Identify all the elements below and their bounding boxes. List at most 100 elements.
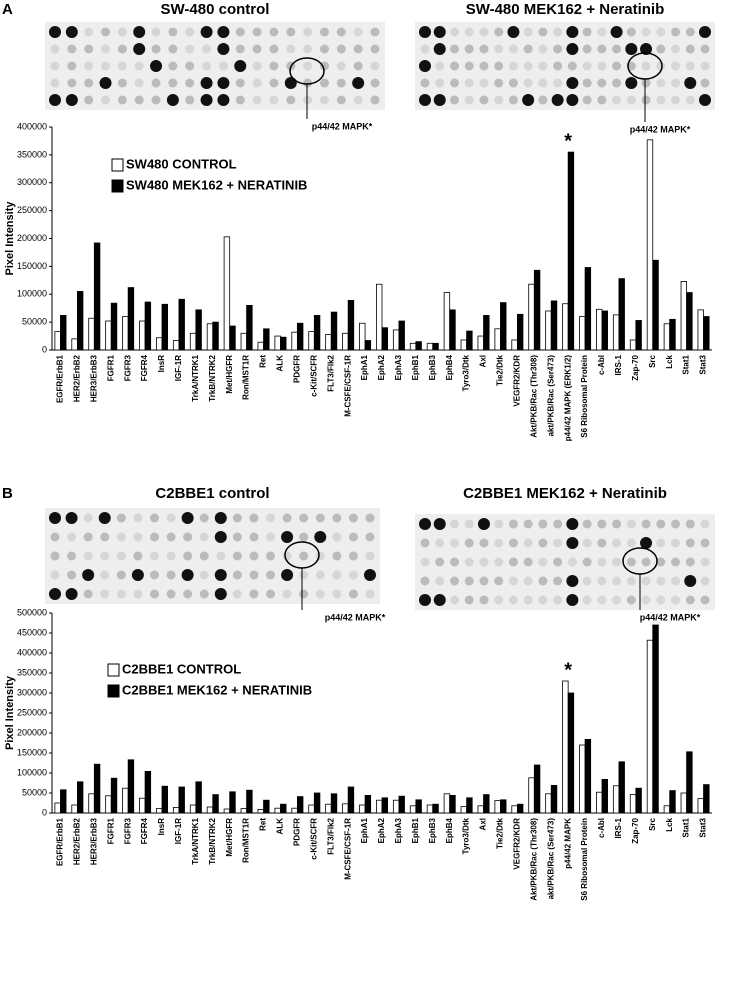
blot-spot <box>538 538 548 548</box>
blot-spot <box>315 570 325 580</box>
x-tick-label: Ret <box>259 355 268 368</box>
blot-spot <box>134 61 144 71</box>
bar <box>392 799 400 814</box>
blot-spot <box>566 43 579 55</box>
bar <box>392 329 400 351</box>
blot-spot <box>185 27 195 37</box>
blot-spot <box>65 94 78 106</box>
blot-spot <box>217 94 230 106</box>
x-tick-label: Src <box>648 354 657 367</box>
blot-spot <box>508 538 518 548</box>
bar <box>409 805 417 814</box>
blot-spot <box>612 576 622 586</box>
blot-spot <box>117 44 127 54</box>
blot-spot <box>538 27 548 37</box>
blot-spot <box>365 532 375 542</box>
blot-spot <box>419 60 431 72</box>
x-tick-label: EphA2 <box>377 817 386 843</box>
blot-spot <box>641 27 651 37</box>
blot-spot <box>433 26 446 38</box>
blot-spot <box>50 44 60 54</box>
blot-spot <box>449 538 459 548</box>
blot-spot <box>656 576 666 586</box>
blot-spot <box>217 77 230 89</box>
bar <box>511 805 518 814</box>
blot-spot <box>252 61 262 71</box>
bar <box>545 310 552 351</box>
blot-spot <box>65 588 78 600</box>
blot-spot <box>232 513 242 523</box>
blot-spot <box>479 595 489 605</box>
blot-spot <box>216 551 226 561</box>
x-tick-label: HER3/ErbB3 <box>89 817 98 865</box>
blot-spot <box>266 589 276 599</box>
bar <box>646 139 654 351</box>
blot-spot <box>348 532 358 542</box>
bar <box>449 795 456 814</box>
x-tick-label: p44/42 MAPK (ERK1/2) <box>563 355 572 442</box>
bar <box>325 803 332 814</box>
blot-spot <box>508 44 518 54</box>
x-tick-label: Met/HGFR <box>225 818 234 857</box>
blot-spot <box>284 77 297 89</box>
blot-spot <box>479 27 489 37</box>
bar <box>110 777 118 814</box>
blot-spot <box>370 44 380 54</box>
x-tick-label: FLT3/Flk2 <box>326 817 335 854</box>
y-axis-label: Pixel Intensity <box>4 201 16 276</box>
blot-spot <box>67 78 77 88</box>
blot-spot <box>656 557 666 567</box>
blot-spot <box>336 44 346 54</box>
x-tick-label: c-Kit/SCFR <box>309 818 318 860</box>
bar <box>629 339 637 351</box>
bar <box>127 287 135 351</box>
blot-spot <box>149 570 159 580</box>
blot-spot <box>494 95 504 105</box>
blot-spot <box>166 589 176 599</box>
blot-spot <box>101 44 111 54</box>
bar <box>240 808 248 814</box>
bar <box>195 309 202 351</box>
bar <box>296 322 304 351</box>
blot-spot <box>641 557 651 567</box>
blot-spot <box>214 531 227 543</box>
x-tick-label: TrkB/NTRK2 <box>208 817 217 864</box>
bar <box>342 332 349 351</box>
bar <box>460 806 468 814</box>
blot-spot <box>348 551 358 561</box>
blot-spot <box>700 44 710 54</box>
blot-spot <box>582 27 592 37</box>
blot-spot <box>700 61 710 71</box>
blot-spot <box>65 26 78 38</box>
blot-spot <box>610 26 623 38</box>
legend-label: C2BBE1 CONTROL <box>122 661 241 676</box>
blot-spot <box>116 589 126 599</box>
blot-spot <box>433 594 446 606</box>
bar <box>432 803 439 814</box>
blot-spot <box>656 595 666 605</box>
blot-spot <box>507 26 520 38</box>
bar <box>686 751 693 814</box>
blot-spot <box>199 589 209 599</box>
blot-spot <box>612 595 622 605</box>
blot-spot <box>685 595 695 605</box>
blot-spot <box>370 27 380 37</box>
bar <box>550 300 558 351</box>
bar <box>144 771 152 814</box>
blot-spot <box>419 26 431 38</box>
blot-title: SW-480 control <box>161 1 270 18</box>
blot-spot <box>336 78 346 88</box>
blot-spot <box>626 27 636 37</box>
blot-spot <box>199 570 209 580</box>
y-tick-label: 250000 <box>17 707 47 717</box>
blot-spot <box>685 61 695 71</box>
blot-spot <box>183 532 193 542</box>
x-tick-label: Tie2/Dtk <box>496 354 505 386</box>
blot-spot <box>626 538 636 548</box>
blot-spot <box>183 551 193 561</box>
blot-spot <box>348 513 358 523</box>
blot-spot <box>199 532 209 542</box>
panel-label: A <box>2 1 13 18</box>
x-tick-label: EGFR/ErbB1 <box>56 354 65 403</box>
